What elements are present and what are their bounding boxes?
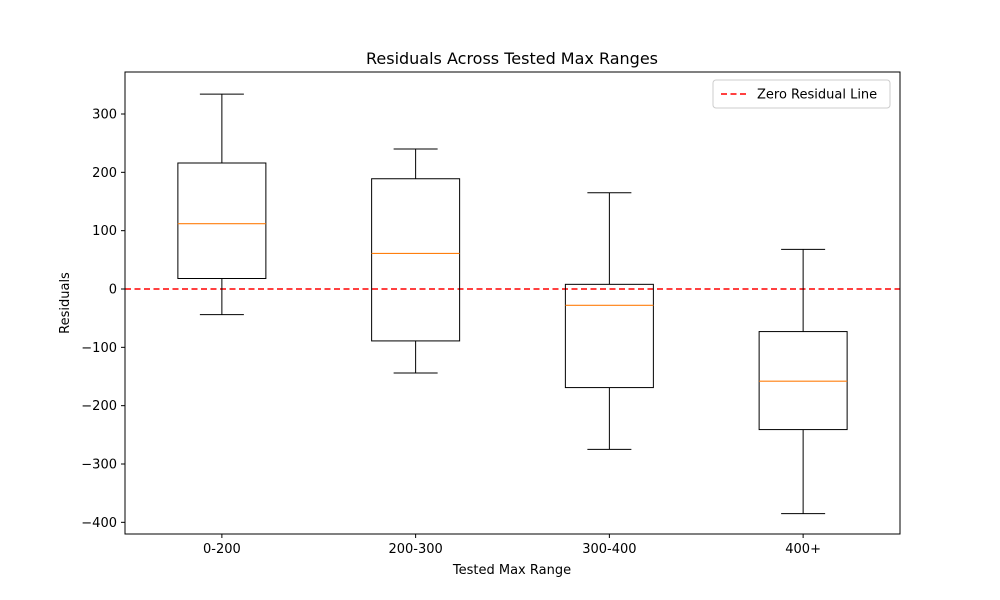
box-2 [371, 148, 461, 374]
x-tick-label: 200-300 [388, 542, 442, 557]
plot-area: 300 200 100 0 −100 −200 −300 −400 0-200 200-300 30… [81, 71, 901, 557]
box-3-iqr-box [564, 283, 654, 389]
y-tick-label: −400 [81, 516, 117, 531]
y-tick-label: 0 [109, 283, 117, 298]
x-tick-label: 400+ [785, 542, 821, 557]
y-tick-label: −100 [81, 341, 117, 356]
box-1-iqr-box [177, 162, 267, 279]
y-tick-label: 200 [92, 166, 117, 181]
y-tick-label: −200 [81, 399, 117, 414]
x-tick-label: 0-200 [203, 542, 241, 557]
y-tick-label: −300 [81, 458, 117, 473]
box-2-iqr-box [371, 178, 461, 342]
y-tick-label: 100 [92, 224, 117, 239]
legend-frame [712, 79, 891, 109]
legend-label: Zero Residual Line [757, 88, 877, 103]
box-1 [177, 93, 267, 316]
box-4 [758, 248, 848, 515]
y-axis-label: Residuals [58, 272, 73, 334]
axes-frame [124, 71, 901, 535]
legend: Zero Residual Line [712, 79, 891, 109]
box-3 [564, 192, 654, 450]
x-axis-label: Tested Max Range [452, 563, 571, 578]
y-tick-label: 300 [92, 108, 117, 123]
x-tick-label: 300-400 [582, 542, 636, 557]
chart-title: Residuals Across Tested Max Ranges [366, 49, 658, 68]
